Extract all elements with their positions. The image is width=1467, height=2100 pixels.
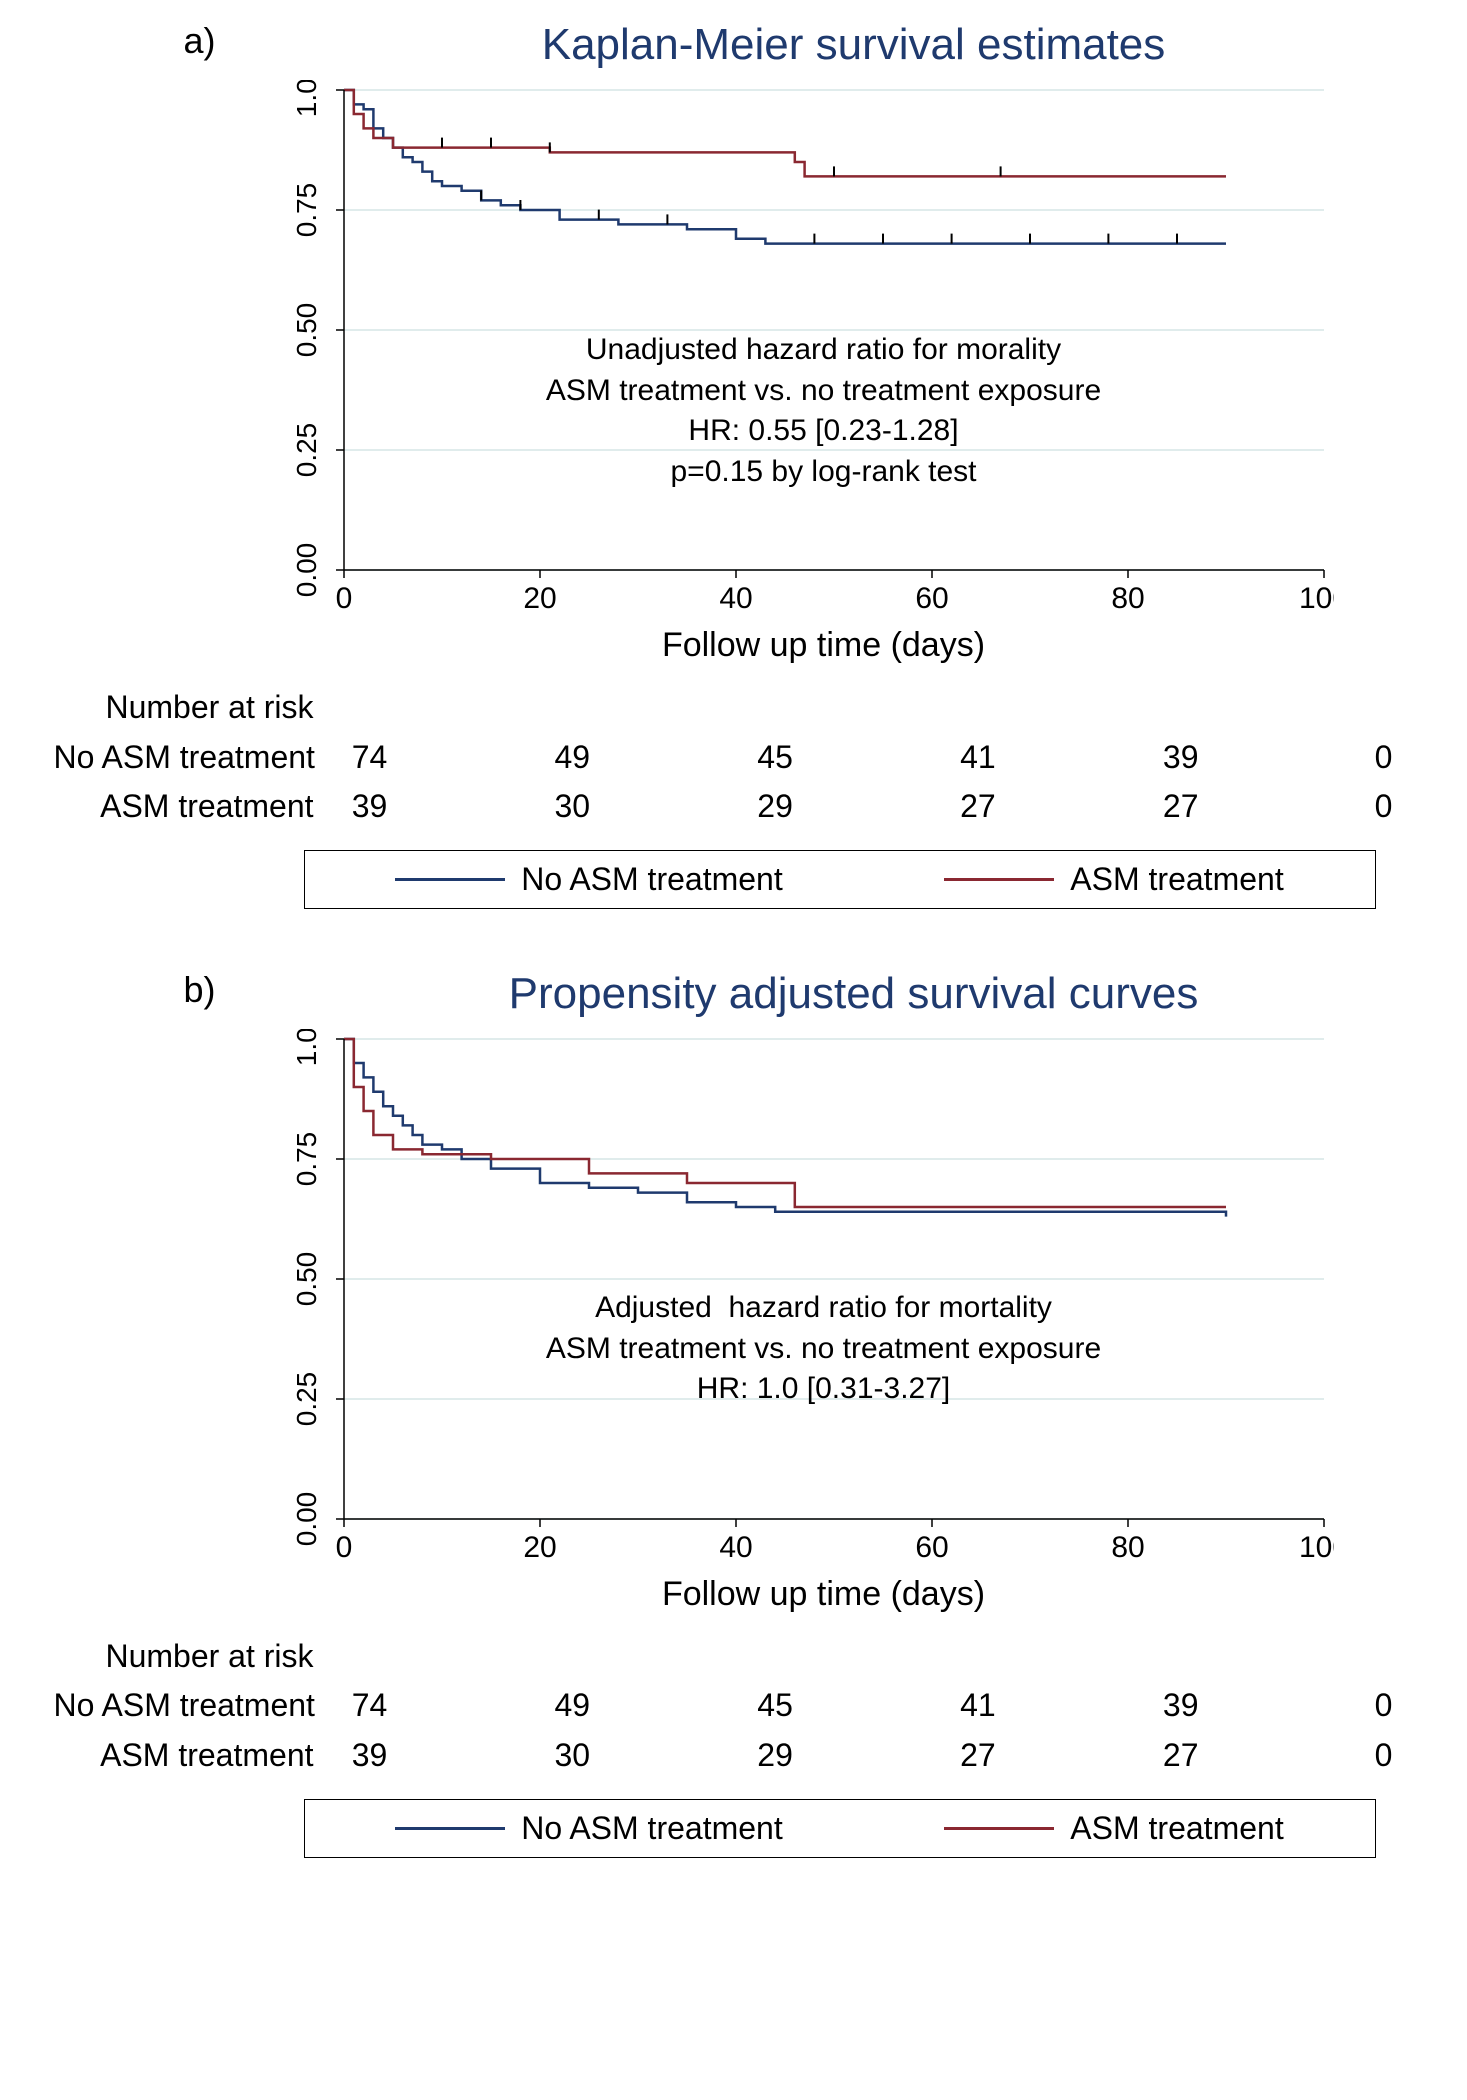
x-tick-label: 20 (523, 1531, 556, 1564)
risk-row: ASM treatment39 30 29 27 27 0 (54, 1731, 1424, 1781)
risk-cell: 74 (330, 1681, 410, 1731)
risk-cell: 29 (735, 1731, 815, 1781)
risk-row-label: ASM treatment (54, 782, 324, 832)
risk-cell: 49 (532, 1681, 612, 1731)
x-tick-label: 100 (1298, 1531, 1333, 1564)
y-tick-label: 0.00 (291, 1492, 322, 1547)
legend-label: ASM treatment (1070, 1810, 1283, 1847)
legend-swatch (395, 878, 505, 881)
legend-swatch (395, 1827, 505, 1830)
x-axis-label: Follow up time (days) (274, 1575, 1374, 1614)
risk-cell: 41 (938, 1681, 1018, 1731)
risk-cell: 74 (330, 733, 410, 783)
risk-cell: 0 (1343, 782, 1423, 832)
risk-cell: 45 (735, 733, 815, 783)
y-tick-label: 0.25 (291, 1372, 322, 1427)
x-axis-label: Follow up time (days) (274, 626, 1374, 665)
y-tick-label: 0.50 (291, 303, 322, 358)
risk-row: No ASM treatment74 49 45 41 39 0 (54, 1681, 1424, 1731)
panel-label: b) (184, 969, 216, 1011)
x-tick-label: 20 (523, 582, 556, 615)
risk-cell: 49 (532, 733, 612, 783)
risk-cell: 27 (1141, 1731, 1221, 1781)
risk-header: Number at risk (54, 1632, 324, 1682)
risk-cell: 41 (938, 733, 1018, 783)
x-tick-label: 0 (335, 1531, 352, 1564)
risk-table: Number at riskNo ASM treatment74 49 45 41 39… (54, 683, 1424, 832)
x-tick-label: 80 (1111, 582, 1144, 615)
risk-cell: 0 (1343, 1731, 1423, 1781)
risk-cell: 45 (735, 1681, 815, 1731)
figure-b: b) Propensity adjusted survival curves 0.0… (54, 969, 1454, 1858)
legend-label: No ASM treatment (521, 1810, 782, 1847)
y-tick-label: 1.00 (291, 80, 322, 117)
risk-cell: 30 (532, 1731, 612, 1781)
legend-swatch (944, 1827, 1054, 1830)
risk-cell: 39 (330, 1731, 410, 1781)
x-tick-label: 80 (1111, 1531, 1144, 1564)
risk-cell: 0 (1343, 733, 1423, 783)
y-tick-label: 0.50 (291, 1252, 322, 1307)
y-tick-label: 1.00 (291, 1029, 322, 1066)
plot-area: 0.00 0.25 0.50 0.75 1.00 0 20 40 60 80 100 Unadjust… (274, 80, 1374, 620)
legend-item: ASM treatment (944, 861, 1283, 898)
annotation-text: Adjusted hazard ratio for mortalityASM t… (474, 1288, 1174, 1410)
risk-header: Number at risk (54, 683, 324, 733)
legend-label: ASM treatment (1070, 861, 1283, 898)
risk-cell: 27 (938, 1731, 1018, 1781)
legend-label: No ASM treatment (521, 861, 782, 898)
legend-item: No ASM treatment (395, 861, 782, 898)
y-tick-label: 0.75 (291, 1132, 322, 1187)
risk-row: No ASM treatment74 49 45 41 39 0 (54, 733, 1424, 783)
risk-cell: 39 (330, 782, 410, 832)
risk-cell: 39 (1141, 1681, 1221, 1731)
chart-title: Propensity adjusted survival curves (254, 969, 1454, 1019)
chart-title: Kaplan-Meier survival estimates (254, 20, 1454, 70)
x-tick-label: 60 (915, 1531, 948, 1564)
risk-row-label: No ASM treatment (54, 733, 324, 783)
legend-swatch (944, 878, 1054, 881)
y-tick-label: 0.25 (291, 423, 322, 478)
x-tick-label: 0 (335, 582, 352, 615)
y-tick-label: 0.00 (291, 543, 322, 598)
legend: No ASM treatment ASM treatment (304, 1799, 1376, 1858)
x-tick-label: 40 (719, 1531, 752, 1564)
annotation-text: Unadjusted hazard ratio for moralityASM … (474, 330, 1174, 492)
risk-row-label: ASM treatment (54, 1731, 324, 1781)
risk-cell: 0 (1343, 1681, 1423, 1731)
risk-cell: 39 (1141, 733, 1221, 783)
y-tick-label: 0.75 (291, 183, 322, 238)
risk-cell: 30 (532, 782, 612, 832)
risk-cell: 27 (938, 782, 1018, 832)
x-tick-label: 60 (915, 582, 948, 615)
risk-cell: 27 (1141, 782, 1221, 832)
risk-cell: 29 (735, 782, 815, 832)
risk-row-label: No ASM treatment (54, 1681, 324, 1731)
risk-row: ASM treatment39 30 29 27 27 0 (54, 782, 1424, 832)
legend-item: ASM treatment (944, 1810, 1283, 1847)
panel-label: a) (184, 20, 216, 62)
legend-item: No ASM treatment (395, 1810, 782, 1847)
risk-table: Number at riskNo ASM treatment74 49 45 41 39… (54, 1632, 1424, 1781)
figure-a: a) Kaplan-Meier survival estimates 0.00 0.2… (54, 20, 1454, 909)
x-tick-label: 40 (719, 582, 752, 615)
legend: No ASM treatment ASM treatment (304, 850, 1376, 909)
x-tick-label: 100 (1298, 582, 1333, 615)
plot-area: 0.00 0.25 0.50 0.75 1.00 0 20 40 60 80 100 Adjusted… (274, 1029, 1374, 1569)
